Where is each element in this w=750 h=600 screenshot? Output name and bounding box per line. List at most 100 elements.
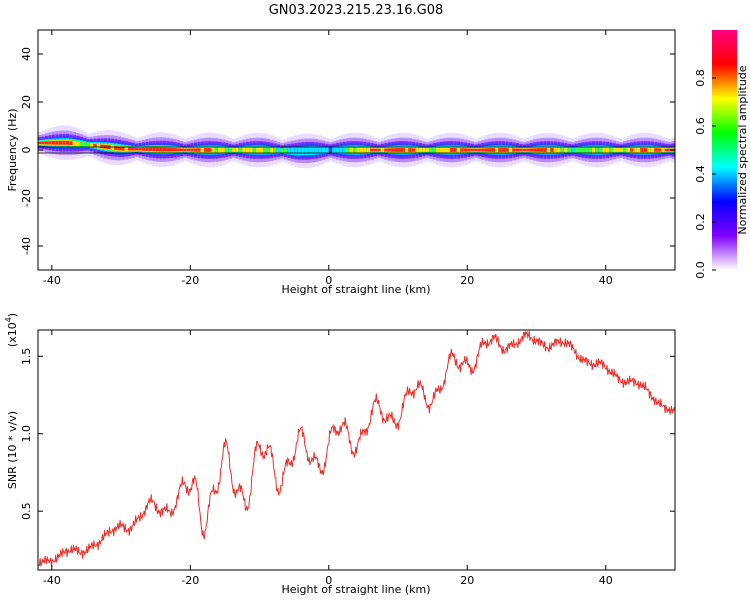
spectrogram-cell [564, 147, 569, 153]
spectrogram-cell [411, 148, 416, 152]
spectrogram-cell [443, 147, 448, 153]
spectrogram-cell [449, 148, 455, 152]
spectrogram-cell [353, 146, 358, 154]
spectrogram-x-tick-label: 40 [599, 274, 613, 287]
spectrogram-cell [134, 147, 139, 151]
colorbar-tick-label: 0.0 [694, 261, 707, 279]
spectrogram-cell [308, 146, 313, 156]
spectrogram-cell [522, 148, 527, 152]
colorbar: 0.0 0.2 0.4 0.6 0.8 Normalized spectral ampl… [694, 30, 749, 279]
spectrogram-cell [41, 141, 46, 145]
spectrogram-cell [425, 148, 430, 152]
spectrogram-cell [404, 147, 410, 153]
spectrogram-cell [650, 147, 655, 153]
spectrogram-cell [675, 147, 679, 153]
snr-x-axis-label: Height of straight line (km) [281, 583, 430, 596]
spectrogram-cell [273, 147, 278, 154]
spectrogram-y-tick-label: -20 [20, 189, 33, 207]
spectrogram-cell [640, 148, 645, 152]
spectrogram-cell [432, 147, 437, 153]
spectrogram-cell [346, 146, 351, 154]
spectrogram-cell [83, 141, 88, 147]
spectrogram-cell [629, 148, 635, 152]
spectrogram-cell [512, 148, 517, 152]
spectrogram-cell [539, 148, 545, 152]
spectrogram-cell [505, 148, 510, 152]
spectrogram-cell [543, 148, 548, 152]
spectrogram-cell [294, 146, 299, 156]
spectrogram-cell [214, 146, 219, 154]
spectrogram-cell [141, 147, 146, 151]
spectrogram-cell [69, 141, 74, 145]
spectrogram-cell [290, 147, 295, 156]
spectrogram-cell [494, 147, 500, 153]
spectrogram-cell [245, 147, 250, 153]
spectrogram-cell [242, 147, 247, 153]
spectrogram-cell [193, 148, 198, 152]
spectrogram-cell [58, 140, 63, 145]
spectrogram-cell [675, 140, 679, 160]
spectrogram-cell [121, 147, 126, 151]
spectrogram-cell [48, 141, 53, 145]
snr-y-tick-label: 0.5 [20, 502, 33, 519]
spectrogram-x-tick-label: -20 [181, 274, 199, 287]
spectrogram-cell [159, 147, 164, 152]
spectrogram-cell [162, 147, 167, 152]
spectrogram-cell [519, 148, 524, 152]
snr-panel: -40 -20 0 20 40 0.5 1.0 1.5 Height of straight… [4, 313, 676, 596]
spectrogram-cell [359, 147, 365, 153]
spectrogram-cell [138, 147, 143, 151]
spectrogram-cell [533, 148, 538, 152]
colorbar-label: Normalized spectral amplitude [736, 65, 749, 234]
spectrogram-cell [515, 148, 520, 152]
spectrogram-cell [675, 143, 679, 157]
spectrogram-cell [501, 148, 506, 152]
spectrogram-cell [370, 148, 375, 152]
spectrogram-cell [456, 147, 461, 153]
spectrogram-cell [100, 144, 105, 149]
spectrogram-cell [266, 147, 271, 154]
spectrogram-cell [186, 148, 191, 152]
spectrogram-cell [484, 148, 489, 152]
spectrogram-cell [557, 147, 562, 153]
spectrogram-panel: -40 -20 0 20 40 -40 -20 0 20 40 Height of straig… [6, 29, 679, 296]
spectrogram-cell [429, 147, 434, 153]
spectrogram-cell [235, 148, 240, 152]
spectrogram-cell [550, 148, 555, 152]
snr-x-tick-label: -20 [181, 574, 199, 587]
spectrogram-cell [297, 146, 302, 156]
spectrogram-cell [301, 146, 306, 156]
spectrogram-cell [664, 148, 669, 152]
spectrogram-cell [591, 147, 596, 153]
spectrogram-cell [453, 148, 458, 152]
colorbar-tick-label: 0.4 [694, 165, 707, 183]
spectrogram-cell [179, 148, 185, 152]
spectrogram-cell [647, 147, 652, 153]
spectrogram-cell [173, 148, 178, 152]
spectrogram-cell [328, 145, 333, 155]
spectrogram-cell [657, 148, 662, 152]
spectrogram-cell [280, 148, 285, 153]
spectrogram-y-axis-label: Frequency (Hz) [6, 109, 19, 192]
spectrogram-x-tick-label: 0 [325, 274, 332, 287]
spectrogram-cell [110, 144, 115, 151]
spectrogram-cell [148, 147, 153, 152]
spectrogram-cell [609, 147, 614, 153]
spectrogram-cell [463, 148, 468, 152]
snr-frame [37, 329, 676, 571]
spectrogram-cell [481, 148, 486, 152]
spectrogram-cell [415, 147, 420, 153]
spectrogram-cell [152, 147, 157, 152]
spectrogram-cell [287, 147, 292, 155]
snr-x-tick-label: -40 [43, 574, 61, 587]
spectrogram-cell [218, 147, 223, 153]
spectrogram-cell [536, 148, 541, 152]
spectrogram-cell [332, 146, 337, 154]
spectrogram-cell [79, 141, 84, 147]
spectrogram-cell [529, 148, 534, 152]
spectrogram-cell [498, 148, 503, 152]
spectrogram-cell [65, 140, 70, 145]
spectrogram-cell [616, 148, 621, 152]
spectrogram-cell [633, 147, 638, 153]
spectrogram-cell [384, 148, 389, 152]
